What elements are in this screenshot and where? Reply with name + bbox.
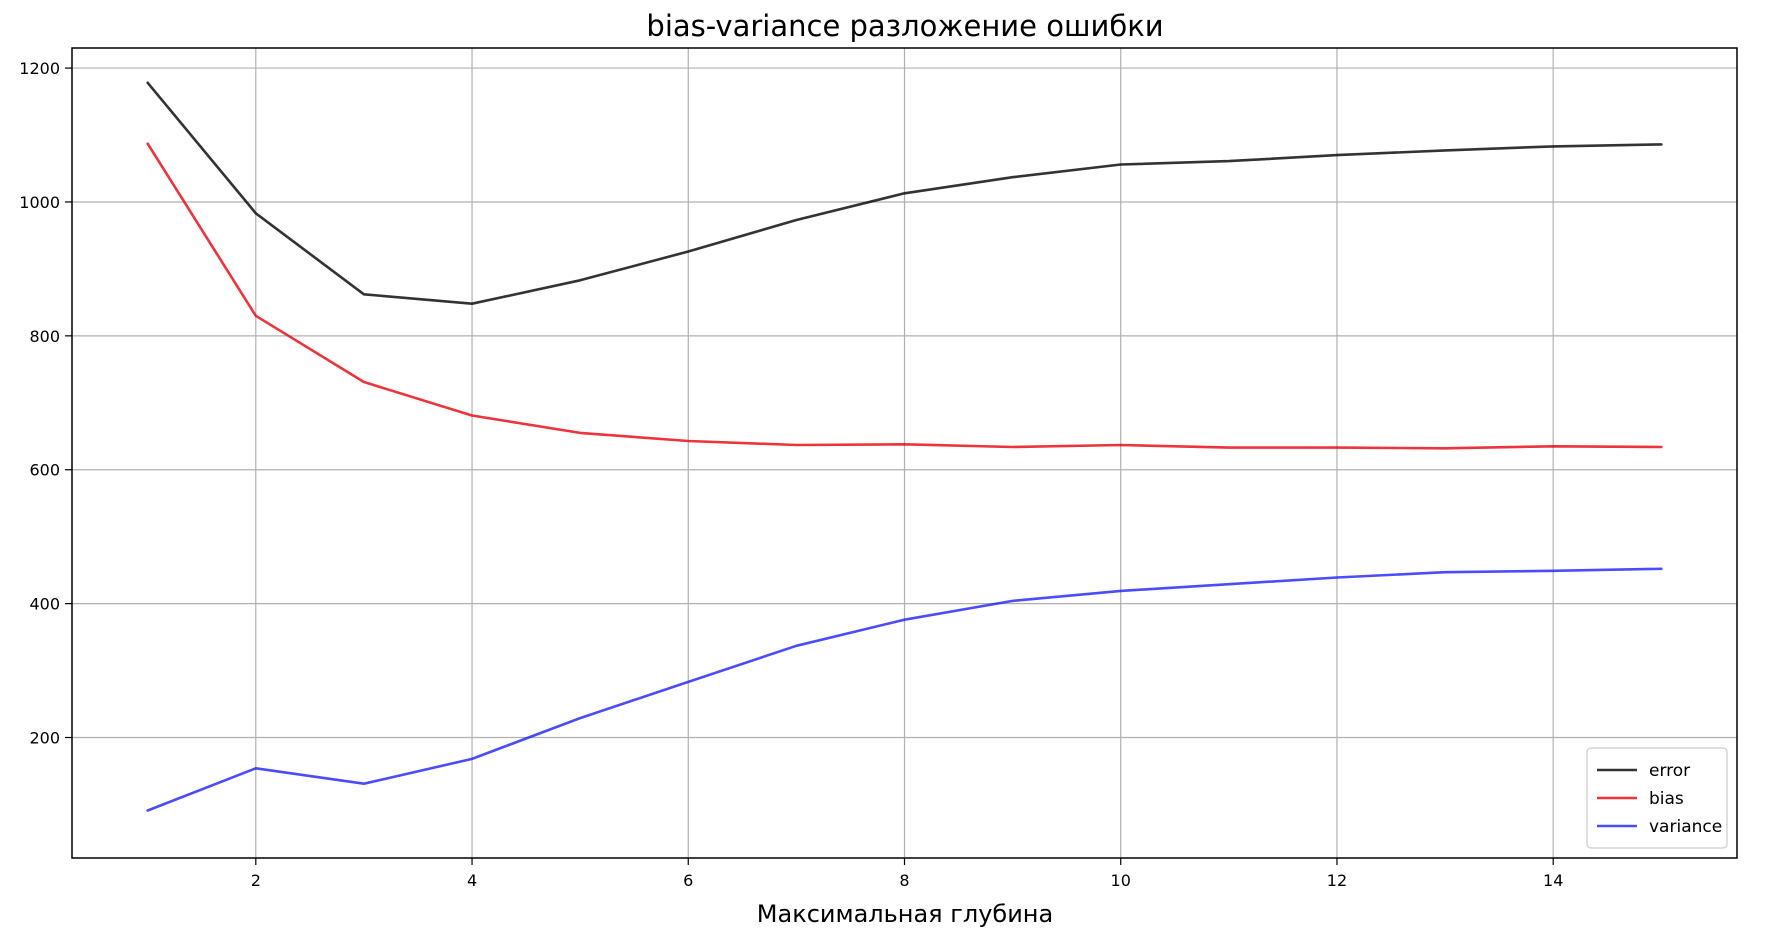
series-line-variance bbox=[146, 567, 1663, 812]
legend-box bbox=[1586, 747, 1728, 849]
series-lines bbox=[146, 81, 1663, 812]
x-tick-label: 4 bbox=[467, 871, 477, 890]
legend-label-bias: bias bbox=[1649, 789, 1684, 809]
axis-ticks: 2 4 6 8 10 12 14 200 400 600 800 1000 1200 bbox=[19, 59, 1563, 890]
legend-label-error: error bbox=[1649, 761, 1690, 781]
x-tick-label: 12 bbox=[1327, 871, 1347, 890]
legend: error bias variance bbox=[1586, 747, 1728, 849]
y-tick-label: 1200 bbox=[19, 59, 60, 78]
grid bbox=[72, 48, 1737, 858]
y-tick-label: 800 bbox=[29, 327, 60, 346]
x-tick-label: 6 bbox=[683, 871, 693, 890]
chart-title: bias-variance разложение ошибки bbox=[646, 9, 1163, 43]
x-tick-label: 10 bbox=[1111, 871, 1131, 890]
x-axis-label: Максимальная глубина bbox=[757, 900, 1053, 928]
x-tick-label: 14 bbox=[1543, 871, 1563, 890]
y-tick-label: 1000 bbox=[19, 193, 60, 212]
series-line-bias bbox=[146, 142, 1663, 450]
x-tick-label: 2 bbox=[251, 871, 261, 890]
legend-label-variance: variance bbox=[1649, 817, 1722, 837]
series-line-error bbox=[146, 81, 1663, 306]
y-tick-label: 200 bbox=[29, 729, 60, 748]
y-tick-label: 400 bbox=[29, 595, 60, 614]
x-tick-label: 8 bbox=[899, 871, 909, 890]
y-tick-label: 600 bbox=[29, 461, 60, 480]
